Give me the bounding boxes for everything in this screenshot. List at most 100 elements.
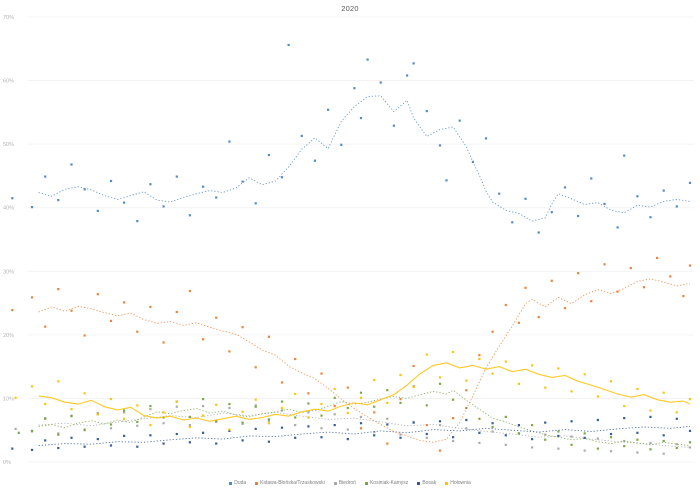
poll-point <box>136 445 139 448</box>
poll-point <box>662 189 665 192</box>
poll-point <box>202 405 205 408</box>
poll-point <box>44 417 47 420</box>
poll-point <box>484 137 488 140</box>
poll-point <box>399 433 402 436</box>
poll-point <box>636 431 639 434</box>
poll-point <box>327 108 330 111</box>
legend-item-kidawa-blonska-trzaskowski[interactable]: Kidawa-Błońska/Trzaskowski <box>255 480 325 486</box>
legend-swatch-icon <box>364 481 368 485</box>
poll-point <box>544 438 547 441</box>
poll-point <box>215 442 218 445</box>
poll-point <box>188 214 191 217</box>
poll-point <box>109 427 113 430</box>
poll-point <box>550 211 553 214</box>
poll-point <box>70 415 73 418</box>
poll-point <box>83 428 86 431</box>
poll-point <box>504 303 507 307</box>
poll-point <box>537 316 540 319</box>
trend-line-duda <box>38 95 691 222</box>
series-kosiniak-kamysz <box>17 382 692 451</box>
legend-item-duda[interactable]: Duda <box>229 480 246 486</box>
poll-point <box>491 422 494 425</box>
poll-point <box>346 438 349 441</box>
poll-point <box>136 424 139 427</box>
poll-point <box>478 357 481 361</box>
y-tick-label-60%: 60% <box>3 79 14 85</box>
poll-point <box>359 427 363 430</box>
poll-point <box>280 406 284 410</box>
poll-point <box>162 341 165 344</box>
series-duda <box>11 43 692 234</box>
poll-point <box>656 256 659 259</box>
poll-point <box>254 398 257 401</box>
poll-point <box>96 209 99 212</box>
poll-point <box>688 441 692 444</box>
legend-item-bosak[interactable]: Bosak <box>417 480 436 486</box>
chart-title: 2020 <box>341 4 359 13</box>
poll-point <box>149 434 152 437</box>
poll-point <box>531 446 534 449</box>
poll-point <box>636 195 639 198</box>
poll-point <box>563 186 567 189</box>
poll-point <box>596 418 599 422</box>
poll-point <box>313 159 316 162</box>
poll-point <box>11 447 14 450</box>
poll-point <box>320 403 323 406</box>
poll-point <box>458 119 461 122</box>
legend-item-kosiniak-kamysz[interactable]: Kosiniak-Kamysz <box>364 480 409 486</box>
poll-point <box>688 446 692 449</box>
poll-point <box>478 417 481 420</box>
legend-item-biedron[interactable]: Biedroń <box>333 480 356 486</box>
poll-point <box>162 442 165 445</box>
poll-point <box>563 307 567 310</box>
poll-point <box>623 417 626 420</box>
poll-point <box>70 436 73 439</box>
legend-label: Biedroń <box>338 480 356 486</box>
poll-point <box>570 390 573 393</box>
poll-point <box>675 443 678 446</box>
legend-swatch-icon <box>229 481 233 485</box>
y-tick-label-40%: 40% <box>3 206 14 212</box>
poll-point <box>346 411 349 415</box>
poll-point <box>149 405 152 408</box>
poll-point <box>609 380 613 383</box>
legend-item-holownia[interactable]: Hołownia <box>445 480 471 486</box>
poll-point <box>537 231 540 234</box>
poll-point <box>149 183 152 186</box>
legend-label: Kosiniak-Kamysz <box>369 480 409 486</box>
poll-point <box>399 373 402 376</box>
poll-point <box>609 432 613 436</box>
poll-point <box>675 205 678 208</box>
poll-point <box>175 175 178 178</box>
poll-point <box>346 428 349 431</box>
poll-point <box>307 402 310 405</box>
poll-point <box>96 413 99 416</box>
poll-point <box>57 288 60 291</box>
poll-point <box>359 422 363 425</box>
poll-point <box>491 430 494 433</box>
poll-point <box>557 447 560 450</box>
poll-point <box>320 414 323 417</box>
points-biedron <box>14 404 692 455</box>
poll-point <box>583 432 586 435</box>
poll-point <box>162 422 165 425</box>
poll-point <box>623 405 626 408</box>
poll-point <box>649 409 652 412</box>
poll-point <box>517 321 520 324</box>
poll-point <box>531 364 534 367</box>
poll-point <box>11 197 14 200</box>
poll-point <box>175 405 178 408</box>
poll-point <box>609 436 613 439</box>
trend-line-bosak <box>38 425 691 446</box>
poll-point <box>136 330 139 333</box>
poll-point <box>412 62 415 65</box>
poll-point <box>373 405 376 408</box>
poll-point <box>215 420 218 423</box>
poll-point <box>425 432 428 436</box>
poll-point <box>175 432 178 436</box>
poll-point <box>300 134 303 137</box>
poll-point <box>267 440 270 443</box>
poll-point <box>531 438 534 441</box>
poll-point <box>44 439 47 442</box>
